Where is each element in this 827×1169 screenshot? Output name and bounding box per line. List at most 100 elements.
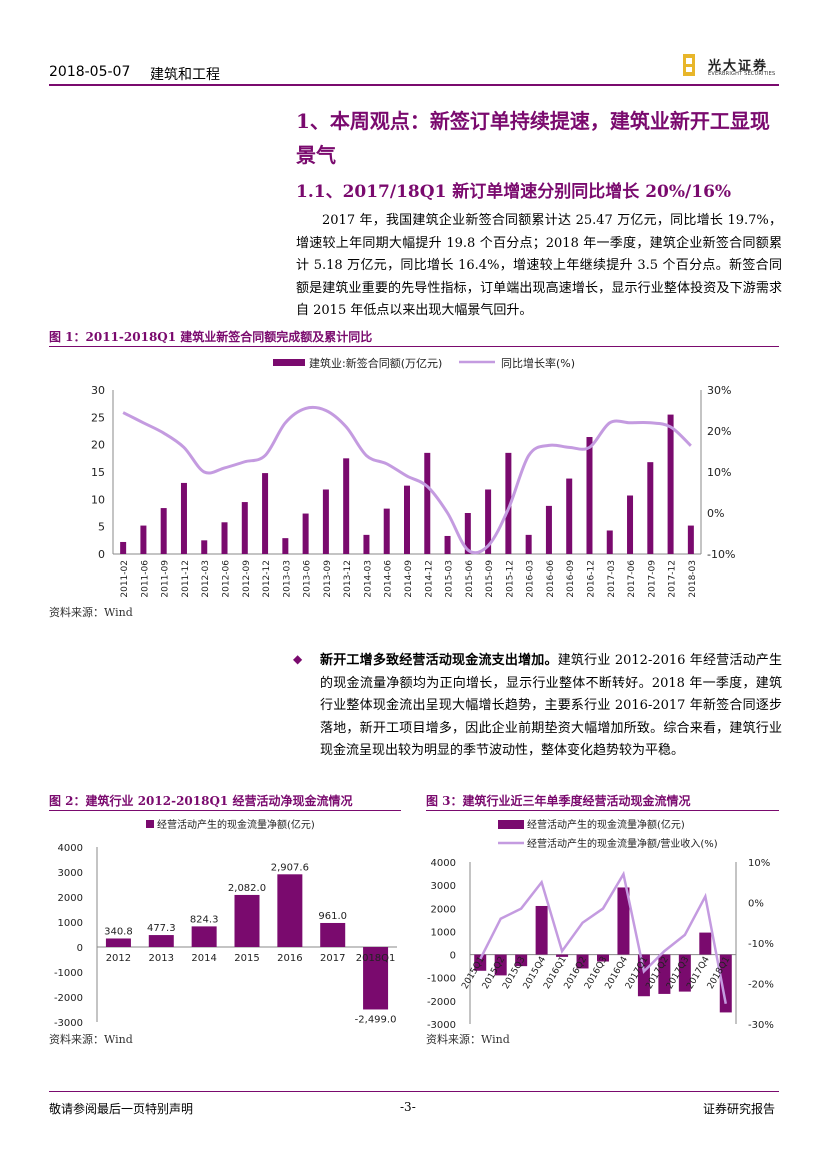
y-left-tick-label: 1000	[431, 927, 456, 938]
bar-2017-09	[647, 462, 654, 554]
x-tick-label: 2017-03	[607, 560, 617, 598]
y-left-tick-label: 20	[91, 439, 105, 452]
y-left-tick-label: 15	[91, 466, 105, 479]
legend-bar-swatch	[498, 820, 524, 829]
y-left-tick-label: 2000	[431, 904, 456, 915]
bar-2016Q4	[617, 887, 630, 955]
x-tick-label: 2011-09	[161, 560, 171, 598]
y-right-tick-label: -10%	[748, 939, 774, 950]
x-tick-label: 2014-09	[404, 560, 414, 598]
y-right-tick-label: 0%	[748, 899, 764, 910]
bar-2014-06	[383, 508, 390, 554]
x-tick-label: 2017-06	[627, 560, 637, 598]
data-label: 2,907.6	[271, 862, 309, 873]
bar-2017Q3	[678, 954, 691, 992]
bar-2011-06	[140, 525, 147, 554]
figure1-title: 图 1：2011-2018Q1 建筑业新签合同额完成额及累计同比	[49, 330, 373, 344]
bar-2017Q2	[658, 954, 671, 994]
x-tick-label: 2012	[106, 953, 131, 964]
x-tick-label: 2011-12	[181, 560, 191, 598]
y-left-tick-label: 5	[98, 521, 105, 534]
x-tick-label: 2013-03	[282, 560, 292, 598]
bar-2013-12	[343, 458, 350, 554]
report-sector: 建筑和工程	[150, 67, 220, 83]
footer-page-number: -3-	[400, 1100, 416, 1114]
y-right-tick-label: 0%	[707, 507, 724, 520]
figure1-source: 资料来源：Wind	[49, 606, 133, 619]
bar-2014-12	[424, 452, 431, 554]
x-tick-label: 2013	[149, 953, 174, 964]
header-divider	[49, 84, 779, 86]
y-tick-label: 2000	[58, 893, 83, 904]
brand-name-en: EVERBRIGHT SECURITIES	[708, 71, 776, 77]
y-right-tick-label: 10%	[707, 466, 731, 479]
x-tick-label: 2015-09	[485, 560, 495, 598]
y-tick-label: -3000	[54, 1018, 83, 1029]
data-label: 824.3	[190, 914, 219, 925]
bar-2015Q3	[515, 954, 528, 967]
y-left-tick-label: -3000	[427, 1020, 456, 1030]
y-left-tick-label: 30	[91, 384, 105, 397]
bar-2017Q1	[637, 954, 650, 997]
legend-bar-label: 建筑业:新签合同额(万亿元)	[309, 356, 442, 370]
x-tick-label: 2015-06	[465, 560, 475, 598]
x-tick-label: 2015-03	[445, 560, 455, 598]
bar-2017-12	[667, 414, 674, 554]
x-tick-label: 2016-09	[566, 560, 576, 598]
y-tick-label: -1000	[54, 968, 83, 979]
legend-line-label: 经营活动产生的现金流量净额/营业收入(%)	[527, 837, 718, 850]
y-tick-label: -2000	[54, 993, 83, 1004]
x-tick-label: 2011-06	[140, 560, 150, 598]
figure2-title: 图 2：建筑行业 2012-2018Q1 经营活动净现金流情况	[49, 794, 353, 808]
bar-2015-03	[444, 535, 451, 554]
bar-2015	[234, 894, 260, 947]
bar-2016Q1	[556, 954, 569, 957]
bar-2016-03	[525, 534, 532, 554]
figure3-divider	[426, 810, 779, 811]
bar-2015-06	[464, 513, 471, 554]
y-tick-label: 3000	[58, 868, 83, 879]
figure2-divider	[49, 810, 401, 811]
y-right-tick-label: -30%	[748, 1020, 774, 1030]
bar-2017-06	[627, 495, 634, 554]
y-right-tick-label: 30%	[707, 384, 731, 397]
report-date: 2018-05-07	[49, 64, 131, 80]
bar-2012-12	[262, 473, 269, 554]
bar-2015-12	[505, 452, 512, 554]
bar-2016	[277, 874, 303, 947]
y-left-tick-label: 4000	[431, 858, 456, 869]
x-tick-label: 2016-06	[546, 560, 556, 598]
figure3-title: 图 3：建筑行业近三年单季度经营活动现金流情况	[426, 794, 691, 808]
figure2-source: 资料来源：Wind	[49, 1033, 133, 1046]
figure2-chart: 经营活动产生的现金流量净额(亿元) -3000 -2000 -1000 0 1000 200…	[54, 818, 397, 1029]
subsection-heading: 1.1、2017/18Q1 新订单增速分别同比增长 20%/16%	[296, 182, 732, 202]
brand-name: 光大证券	[708, 59, 769, 74]
bar-2016-09	[566, 478, 573, 554]
x-tick-label: 2017	[320, 953, 345, 964]
footer-divider	[49, 1091, 779, 1092]
y-tick-label: 4000	[58, 843, 83, 854]
bar-2017	[320, 922, 346, 947]
bar-2013-06	[302, 513, 309, 554]
bar-2013-03	[282, 538, 289, 554]
x-tick-label: 2012-06	[222, 560, 232, 598]
bar-2015Q4	[535, 905, 548, 955]
bar-2014-09	[404, 485, 410, 554]
bar-2016-12	[586, 437, 593, 554]
bar-2018-03	[687, 525, 694, 554]
footer-report-type: 证券研究报告	[703, 1102, 776, 1116]
data-label: 961.0	[318, 911, 347, 922]
figure1-divider	[49, 346, 779, 347]
bar-2018Q1	[363, 947, 389, 1010]
bar-2011-12	[180, 482, 187, 554]
y-left-tick-label: 25	[91, 411, 105, 424]
growth-rate-line	[122, 405, 692, 555]
x-tick-label: 2015	[234, 953, 259, 964]
footer-disclaimer: 敬请参阅最后一页特别声明	[49, 1102, 194, 1116]
x-tick-label: 2015-12	[505, 560, 515, 598]
x-tick-label: 2016-12	[586, 560, 596, 598]
bar-2016-06	[545, 505, 552, 554]
x-tick-label: 2012-12	[262, 560, 272, 598]
bar-2012-06	[221, 522, 228, 554]
x-tick-label: 2017-09	[647, 560, 657, 598]
